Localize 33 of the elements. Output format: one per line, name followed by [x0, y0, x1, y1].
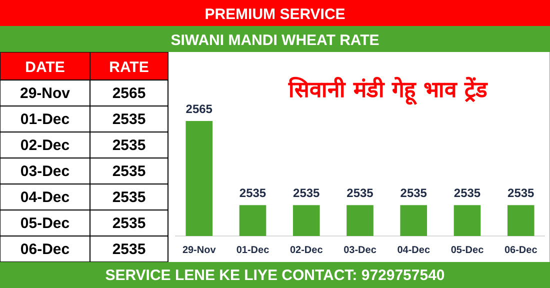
chart-title: SIWANI MANDI WHEAT RATE — [170, 32, 380, 49]
x-tick-label: 01-Dec — [236, 245, 270, 256]
text: 29-Nov — [20, 85, 71, 102]
text: 03-Dec — [20, 163, 70, 180]
text: 2535 — [112, 215, 146, 232]
x-tick-label: 06-Dec — [504, 245, 538, 256]
text: SERVICE LENE KE LIYE CONTACT: 9729757540 — [105, 267, 445, 284]
data-label: 2535 — [400, 186, 428, 200]
data-label: 2535 — [454, 186, 481, 200]
data-label: 2565 — [186, 102, 213, 116]
text: 2535 — [112, 163, 146, 180]
text: 2535 — [112, 111, 146, 128]
x-tick-label: 03-Dec — [344, 245, 377, 256]
data-label: 2535 — [239, 186, 266, 200]
data-label: 2535 — [346, 186, 374, 200]
x-tick-label: 02-Dec — [290, 245, 324, 256]
x-tick-label: 04-Dec — [397, 245, 430, 256]
data-label: 2535 — [508, 186, 535, 200]
text: PREMIUM SERVICE — [204, 6, 346, 23]
text: 2535 — [112, 241, 146, 258]
text: 02-Dec — [20, 137, 70, 154]
chart-subtitle: सिवानी मंडी गेहू भाव ट्रेंड — [288, 76, 488, 105]
text: 2565 — [112, 85, 146, 102]
text: 01-Dec — [20, 111, 70, 128]
text: DATE — [25, 59, 65, 76]
data-label: 2535 — [293, 186, 320, 200]
text: 05-Dec — [20, 215, 70, 232]
text: 04-Dec — [20, 189, 70, 206]
x-tick-label: 05-Dec — [450, 245, 484, 256]
text: 2535 — [112, 137, 146, 154]
x-tick-label: 29-Nov — [182, 245, 216, 256]
text: RATE — [109, 59, 149, 76]
text: 2535 — [112, 189, 146, 206]
